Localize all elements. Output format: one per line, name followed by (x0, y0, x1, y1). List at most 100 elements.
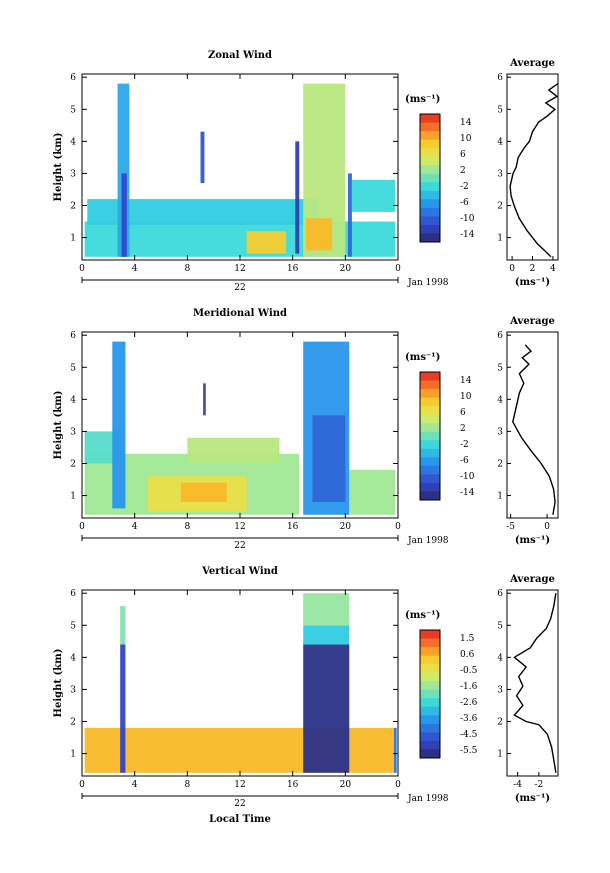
y-tick-label: 5 (70, 105, 76, 115)
x-tick-label: 4 (132, 780, 138, 790)
y-tick-label: 3 (70, 427, 76, 437)
colorbar-tick-label: -2 (460, 440, 469, 450)
profile-line (512, 344, 556, 515)
colorbar-tick-label: -2.6 (460, 698, 478, 708)
x-tick-label: 8 (184, 522, 190, 532)
profile-y-tick-label: 1 (497, 750, 503, 760)
date-label: Jan 1998 (407, 536, 449, 546)
profile-frame (506, 331, 559, 519)
y-tick-label: 6 (70, 589, 76, 599)
data-region (112, 341, 126, 509)
profile-y-tick-label: 3 (497, 685, 503, 695)
y-tick-label: 5 (70, 363, 76, 373)
x-tick-label: 0 (395, 522, 401, 532)
profile-y-tick-label: 3 (497, 169, 503, 179)
profile-frame (506, 73, 559, 261)
data-region (180, 482, 227, 502)
colorbar-swatch (420, 414, 440, 424)
colorbar-tick-label: -6 (460, 198, 469, 208)
colorbar-swatch (420, 156, 440, 166)
data-region (200, 131, 205, 184)
y-tick-label: 4 (70, 137, 76, 147)
colorbar-swatch (420, 165, 440, 175)
profile-title: Average (509, 574, 555, 585)
data-region (349, 469, 396, 515)
y-axis-label: Height (km) (53, 133, 64, 202)
y-tick-label: 3 (70, 169, 76, 179)
colorbar-swatch (420, 139, 440, 149)
data-region (394, 727, 397, 773)
x-tick-label: 8 (184, 780, 190, 790)
profile-title: Average (509, 58, 555, 69)
colorbar-tick-label: 0.6 (460, 650, 475, 660)
y-tick-label: 1 (70, 750, 76, 760)
x-tick-label: 20 (340, 264, 352, 274)
x-tick-label: 16 (287, 522, 299, 532)
chart-title: Zonal Wind (208, 50, 272, 61)
colorbar-swatch (420, 406, 440, 416)
colorbar-swatch (420, 749, 440, 759)
data-region (295, 141, 300, 254)
colorbar-swatch (420, 148, 440, 158)
profile-y-tick-label: 4 (497, 395, 503, 405)
y-tick-label: 2 (70, 201, 76, 211)
data-region (121, 173, 127, 257)
colorbar-swatch (420, 431, 440, 441)
colorbar-swatch (420, 723, 440, 733)
colorbar-swatch (420, 199, 440, 209)
data-region (303, 625, 350, 645)
colorbar-tick-label: 10 (460, 134, 472, 144)
profile-y-tick-label: 2 (497, 201, 503, 211)
profile-y-tick-label: 5 (497, 363, 503, 373)
colorbar-unit: (ms⁻¹) (405, 610, 440, 621)
date-label: Jan 1998 (407, 278, 449, 288)
data-region (187, 437, 280, 464)
data-region (117, 83, 130, 257)
profile-y-tick-label: 2 (497, 717, 503, 727)
colorbar-tick-label: -1.6 (460, 682, 478, 692)
profile-y-tick-label: 5 (497, 105, 503, 115)
profile-y-tick-label: 4 (497, 137, 503, 147)
colorbar-tick-label: 2 (460, 166, 466, 176)
colorbar-swatch (420, 397, 440, 407)
colorbar-swatch (420, 465, 440, 475)
colorbar-tick-label: 6 (460, 408, 466, 418)
profile-x-label: (ms⁻¹) (515, 793, 550, 804)
profile-y-tick-label: 3 (497, 427, 503, 437)
colorbar-frame (419, 371, 441, 501)
day-label: 22 (234, 541, 245, 551)
profile-x-tick-label: 0 (509, 264, 515, 274)
colorbar-swatch (420, 182, 440, 192)
colorbar-swatch (420, 474, 440, 484)
profile-frame (506, 589, 559, 777)
data-region (303, 644, 350, 773)
colorbar-tick-label: -14 (460, 488, 475, 498)
colorbar-swatch (420, 647, 440, 657)
colorbar-swatch (420, 482, 440, 492)
chart-title: Vertical Wind (201, 566, 278, 577)
y-tick-label: 6 (70, 331, 76, 341)
colorbar-swatch (420, 122, 440, 132)
colorbar-swatch (420, 448, 440, 458)
colorbar-swatch (420, 389, 440, 399)
colorbar-swatch (420, 190, 440, 200)
colorbar-swatch (420, 380, 440, 390)
colorbar-swatch (420, 457, 440, 467)
y-tick-label: 1 (70, 234, 76, 244)
y-tick-label: 6 (70, 73, 76, 83)
data-region (203, 383, 206, 416)
colorbar-swatch (420, 491, 440, 501)
y-tick-label: 2 (70, 717, 76, 727)
profile-line (513, 593, 557, 773)
profile-x-tick-label: 4 (550, 264, 556, 274)
colorbar-swatch (420, 672, 440, 682)
y-tick-label: 4 (70, 653, 76, 663)
colorbar-swatch (420, 664, 440, 674)
profile-x-tick-label: -5 (506, 522, 515, 532)
profile-x-tick-label: -4 (513, 780, 522, 790)
y-axis-label: Height (km) (53, 649, 64, 718)
colorbar-swatch (420, 216, 440, 226)
